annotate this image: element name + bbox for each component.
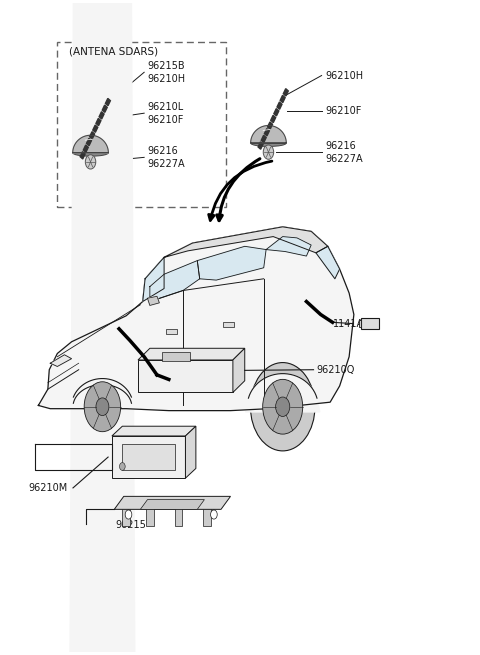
- Circle shape: [73, 366, 132, 447]
- Polygon shape: [93, 125, 98, 132]
- Polygon shape: [99, 112, 104, 119]
- Ellipse shape: [73, 149, 108, 156]
- Polygon shape: [233, 348, 245, 392]
- Text: 96210F: 96210F: [325, 106, 362, 116]
- Polygon shape: [38, 227, 354, 411]
- Polygon shape: [283, 88, 288, 96]
- Polygon shape: [147, 296, 159, 305]
- Text: 96210L
96210F: 96210L 96210F: [147, 102, 184, 125]
- Text: 96210M: 96210M: [29, 483, 68, 493]
- Polygon shape: [280, 96, 285, 103]
- Bar: [162, 352, 190, 362]
- Polygon shape: [261, 135, 266, 143]
- Circle shape: [96, 398, 109, 415]
- Polygon shape: [84, 145, 88, 153]
- Text: 96216
96227A: 96216 96227A: [147, 146, 185, 169]
- Bar: [167, 329, 177, 334]
- Polygon shape: [90, 132, 95, 139]
- Polygon shape: [140, 500, 204, 510]
- Bar: [146, 509, 154, 525]
- Circle shape: [263, 145, 274, 159]
- Polygon shape: [267, 122, 273, 129]
- Polygon shape: [73, 136, 108, 153]
- Circle shape: [120, 462, 125, 470]
- Polygon shape: [185, 426, 196, 478]
- Polygon shape: [251, 126, 286, 143]
- Polygon shape: [316, 246, 340, 279]
- Text: 96215: 96215: [116, 520, 146, 530]
- FancyBboxPatch shape: [122, 443, 175, 470]
- Circle shape: [251, 363, 315, 451]
- Polygon shape: [86, 138, 92, 145]
- Polygon shape: [70, 0, 135, 652]
- Polygon shape: [277, 102, 282, 109]
- Text: 96215B
96210H: 96215B 96210H: [147, 61, 186, 84]
- Polygon shape: [271, 115, 276, 122]
- Polygon shape: [164, 227, 328, 257]
- Circle shape: [211, 510, 217, 519]
- Polygon shape: [150, 261, 200, 301]
- Text: 96210H: 96210H: [325, 71, 363, 81]
- Bar: [359, 320, 361, 328]
- Polygon shape: [114, 496, 230, 510]
- Polygon shape: [138, 360, 233, 392]
- Polygon shape: [258, 142, 263, 149]
- Polygon shape: [106, 98, 110, 105]
- Polygon shape: [138, 348, 245, 360]
- Polygon shape: [264, 128, 269, 136]
- Polygon shape: [80, 152, 85, 159]
- Bar: [175, 509, 182, 525]
- Polygon shape: [274, 109, 279, 116]
- Polygon shape: [112, 436, 185, 478]
- Polygon shape: [266, 236, 311, 256]
- Polygon shape: [143, 257, 164, 301]
- Polygon shape: [102, 105, 107, 113]
- Polygon shape: [246, 373, 320, 412]
- Polygon shape: [112, 426, 196, 436]
- Text: 96216
96227A: 96216 96227A: [325, 141, 363, 164]
- Circle shape: [85, 155, 96, 169]
- Text: (ANTENA SDARS): (ANTENA SDARS): [69, 47, 158, 57]
- Ellipse shape: [251, 140, 286, 147]
- Bar: [203, 509, 211, 525]
- Bar: [122, 509, 130, 525]
- Polygon shape: [50, 355, 72, 366]
- Circle shape: [125, 510, 132, 519]
- Bar: [223, 322, 234, 328]
- Text: 96210Q: 96210Q: [316, 365, 354, 375]
- Circle shape: [276, 397, 290, 417]
- Circle shape: [263, 379, 303, 434]
- Bar: [360, 318, 379, 329]
- Text: 1141AC: 1141AC: [333, 318, 370, 329]
- Circle shape: [84, 382, 120, 432]
- Polygon shape: [96, 119, 101, 126]
- Polygon shape: [197, 246, 266, 280]
